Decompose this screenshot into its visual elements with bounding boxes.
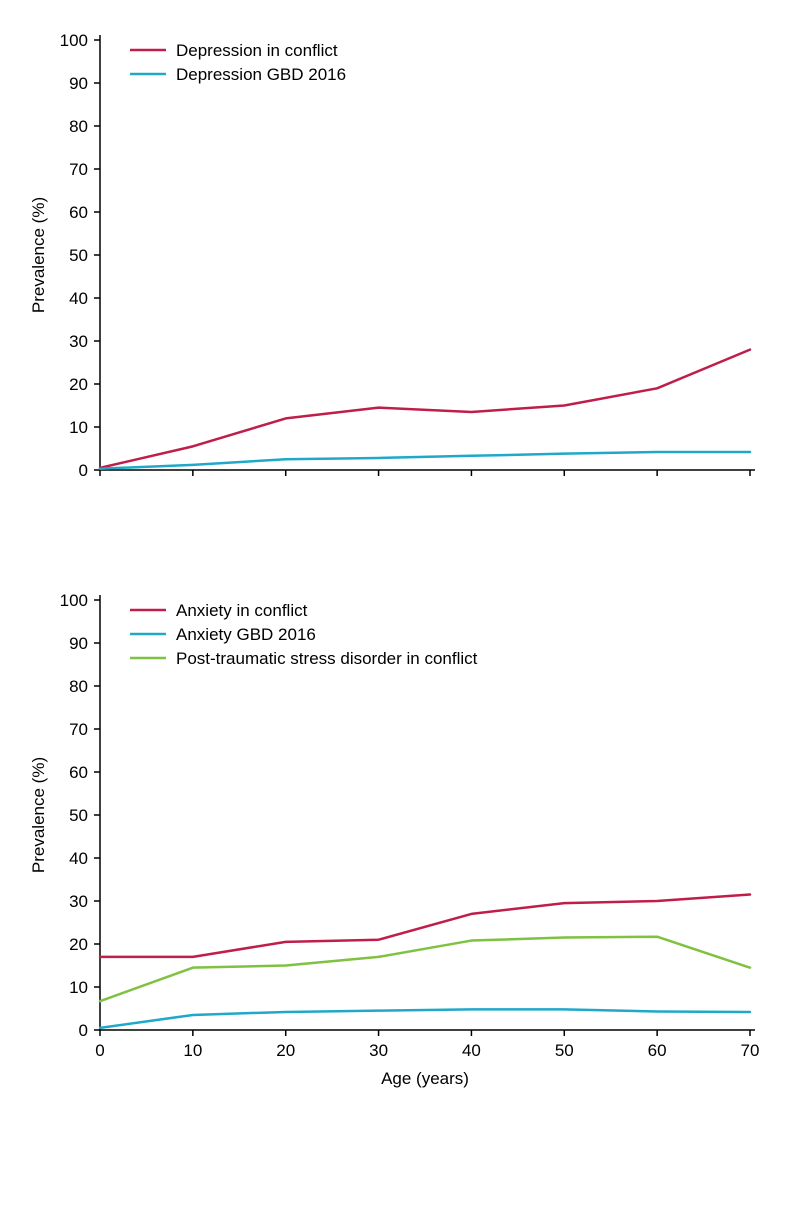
x-tick-label: 50 [555,1041,574,1060]
series-line [100,452,750,469]
y-tick-label: 30 [69,892,88,911]
legend-label: Anxiety GBD 2016 [176,625,316,644]
y-tick-label: 40 [69,849,88,868]
y-tick-label: 0 [79,461,88,480]
y-tick-label: 10 [69,418,88,437]
y-tick-label: 80 [69,117,88,136]
series-line [100,350,750,468]
chart-container: 0102030405060708090100Prevalence (%)Depr… [20,20,766,1150]
y-tick-label: 90 [69,74,88,93]
legend-label: Anxiety in conflict [176,601,308,620]
bottom-chart-svg: 0 10 20 30 40 50 60 70 80 90 100 0 10 20 30 40 50 60 70 Pre… [20,580,766,1150]
x-tick-label: 20 [276,1041,295,1060]
top-chart-svg: 0 10 20 30 40 50 60 70 80 90 100 Prevalence (%) Depr… [20,20,766,540]
series-line [100,937,750,1002]
y-tick-label: 80 [69,677,88,696]
y-tick-label: 30 [69,332,88,351]
x-tick-label: 70 [741,1041,760,1060]
y-tick-label: 70 [69,160,88,179]
y-tick-label: 100 [60,591,88,610]
y-tick-label: 50 [69,806,88,825]
x-tick-label: 40 [462,1041,481,1060]
x-tick-label: 0 [95,1041,104,1060]
x-tick-label: 60 [648,1041,667,1060]
x-tick-label: 30 [369,1041,388,1060]
x-tick-label: 10 [183,1041,202,1060]
y-axis-label: Prevalence (%) [29,757,48,873]
y-tick-label: 100 [60,31,88,50]
y-tick-label: 90 [69,634,88,653]
legend-label: Depression GBD 2016 [176,65,346,84]
series-line [100,1009,750,1027]
y-tick-label: 60 [69,203,88,222]
legend-label: Depression in conflict [176,41,338,60]
y-tick-label: 10 [69,978,88,997]
x-axis-label: Age (years) [381,1069,469,1088]
top-chart: 0 10 20 30 40 50 60 70 80 90 100 Prevalence (%) Depr… [20,20,766,540]
y-tick-label: 70 [69,720,88,739]
y-tick-label: 0 [79,1021,88,1040]
y-tick-label: 60 [69,763,88,782]
bottom-chart: 0 10 20 30 40 50 60 70 80 90 100 0 10 20 30 40 50 60 70 Pre… [20,580,766,1150]
y-axis-label: Prevalence (%) [29,197,48,313]
legend-label: Post-traumatic stress disorder in confli… [176,649,478,668]
y-tick-label: 50 [69,246,88,265]
y-tick-label: 20 [69,935,88,954]
y-tick-label: 40 [69,289,88,308]
y-tick-label: 20 [69,375,88,394]
